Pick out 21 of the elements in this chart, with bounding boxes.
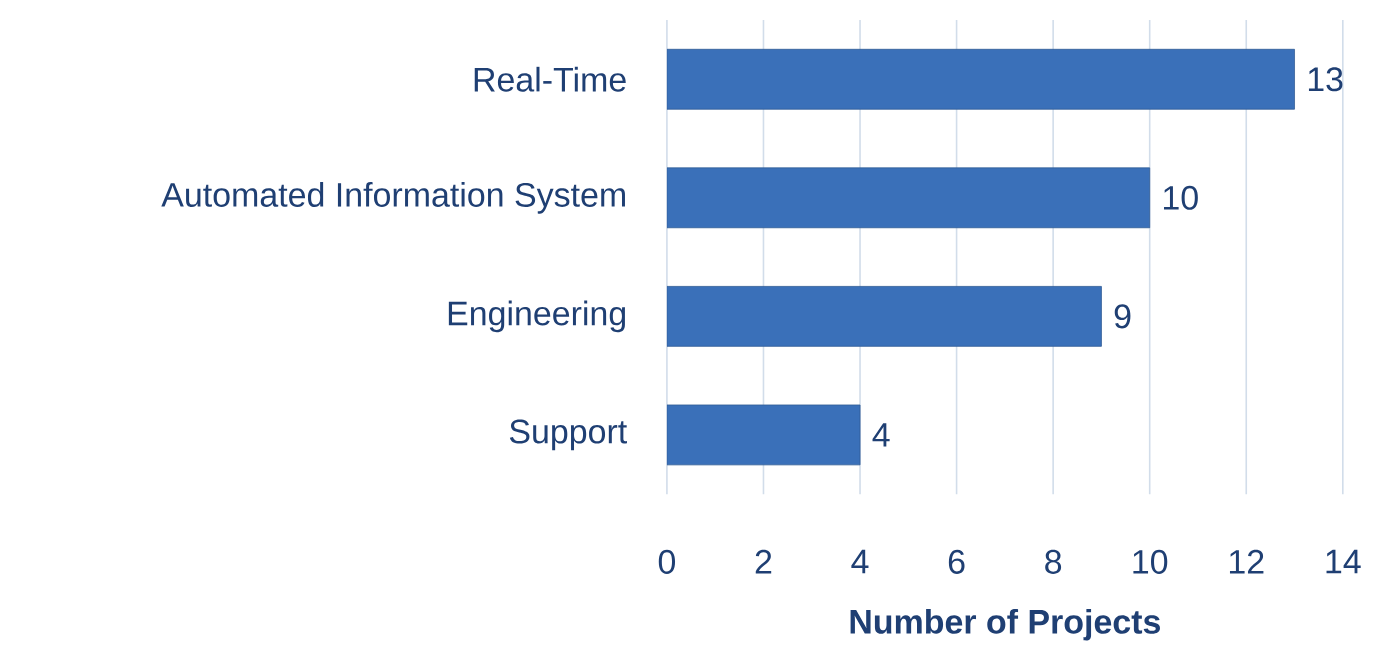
- x-tick-label: 6: [948, 549, 965, 574]
- data-label: 13: [1308, 67, 1343, 92]
- bar: [666, 48, 1295, 110]
- x-tick-label: 8: [1045, 549, 1062, 574]
- data-label: 4: [872, 423, 890, 447]
- x-axis-title: Number of Projects: [850, 608, 1160, 641]
- bar: [666, 404, 861, 466]
- y-tick-label: Automated Information System: [161, 182, 625, 214]
- x-tick-label: 4: [851, 549, 869, 574]
- y-tick-label: Real-Time: [474, 66, 626, 92]
- bar: [666, 286, 1102, 347]
- x-tick-label: 14: [1326, 549, 1361, 574]
- x-tick-label: 0: [658, 549, 676, 574]
- x-tick-label: 2: [755, 549, 772, 574]
- y-tick-label: Support: [509, 419, 627, 451]
- data-label: 9: [1114, 304, 1131, 329]
- x-tick-label: 12: [1229, 549, 1264, 574]
- x-tick-label: 10: [1133, 549, 1168, 574]
- data-label: 10: [1164, 185, 1198, 210]
- y-tick-label: Engineering: [448, 300, 626, 333]
- bar: [666, 167, 1151, 229]
